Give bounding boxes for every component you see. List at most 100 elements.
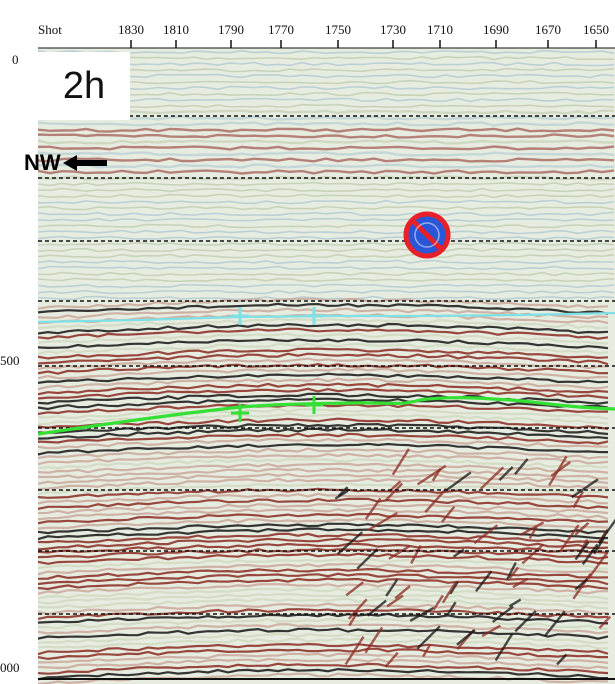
fault-segment bbox=[440, 505, 456, 523]
reflector-trace bbox=[38, 317, 609, 330]
reflector-trace bbox=[38, 121, 615, 127]
reflector-trace bbox=[38, 552, 609, 565]
pick-cross-marker bbox=[305, 307, 323, 325]
reflector-trace bbox=[38, 332, 609, 345]
fault-segment bbox=[598, 615, 612, 629]
reflector-trace bbox=[38, 437, 609, 450]
reflector-trace bbox=[38, 163, 615, 169]
reflector-trace bbox=[38, 467, 609, 480]
fault-segment bbox=[581, 543, 599, 566]
reflector-trace bbox=[38, 452, 609, 466]
reflector-trace bbox=[38, 337, 609, 350]
fault-segment bbox=[473, 524, 499, 545]
reflector-trace bbox=[38, 259, 614, 265]
reflector-trace bbox=[38, 229, 615, 235]
reflector-trace bbox=[38, 557, 608, 570]
fault-segment bbox=[391, 448, 410, 476]
reflector-trace bbox=[38, 482, 609, 496]
fault-segment bbox=[498, 466, 514, 482]
reflector-trace bbox=[38, 193, 615, 199]
fault-segment bbox=[367, 511, 398, 532]
reflector-trace bbox=[38, 477, 609, 491]
reflector-trace bbox=[38, 547, 609, 560]
reflector-trace bbox=[38, 507, 609, 521]
pick-cross-marker bbox=[231, 404, 249, 422]
fault-segment bbox=[598, 518, 615, 544]
reflector-trace bbox=[38, 432, 609, 445]
reflector-trace bbox=[38, 357, 609, 370]
reflector-trace bbox=[38, 487, 609, 499]
fault-segment bbox=[574, 541, 590, 561]
reflector-trace bbox=[38, 139, 615, 145]
reflector-trace bbox=[38, 522, 609, 535]
shot-tick-label: 1650 bbox=[583, 22, 609, 37]
fault-segment bbox=[571, 478, 599, 499]
fault-segment bbox=[432, 594, 444, 611]
upper-horizon-line bbox=[38, 311, 615, 324]
reflector-trace bbox=[38, 623, 609, 635]
reflector-trace bbox=[38, 387, 609, 400]
fault-segment bbox=[508, 598, 522, 608]
reflector-trace bbox=[38, 572, 609, 586]
reflector-trace bbox=[38, 667, 609, 681]
reflector-trace bbox=[38, 342, 609, 356]
reflector-trace bbox=[38, 447, 608, 460]
fault-segment bbox=[416, 625, 441, 650]
reflector-trace bbox=[38, 427, 609, 440]
no-entry-sign-icon bbox=[403, 211, 451, 259]
reflector-trace bbox=[38, 322, 609, 335]
direction-indicator: NW bbox=[24, 150, 107, 176]
reflector-trace bbox=[38, 632, 609, 645]
fault-segment bbox=[409, 606, 435, 622]
fault-segment bbox=[364, 626, 384, 654]
reflector-trace bbox=[38, 271, 615, 277]
reflector-trace bbox=[38, 458, 609, 470]
reflector-trace bbox=[38, 407, 609, 420]
reflector-trace bbox=[38, 472, 609, 485]
fault-segment bbox=[416, 464, 447, 486]
fault-segment bbox=[508, 566, 520, 579]
reflector-trace bbox=[38, 372, 609, 384]
shot-tick-label: 1790 bbox=[218, 22, 244, 37]
reflector-trace bbox=[38, 283, 615, 289]
fault-segment bbox=[559, 524, 580, 552]
reflector-trace bbox=[38, 577, 609, 591]
fault-segment bbox=[384, 482, 404, 502]
depth-tick-label: 000 bbox=[0, 660, 20, 675]
reflector-trace bbox=[38, 497, 609, 511]
fault-segment bbox=[385, 578, 399, 597]
reflector-trace bbox=[38, 307, 609, 320]
reflector-trace bbox=[38, 397, 609, 411]
reflector-trace bbox=[38, 347, 609, 360]
reflector-trace bbox=[38, 362, 609, 375]
fault-segment bbox=[345, 581, 364, 597]
reflector-trace bbox=[38, 587, 609, 600]
reflector-trace bbox=[38, 527, 609, 541]
pick-cross-marker bbox=[231, 307, 249, 325]
fault-segment bbox=[366, 599, 387, 617]
reflector-trace bbox=[38, 492, 609, 505]
reflector-trace bbox=[38, 145, 615, 151]
fault-segment bbox=[512, 577, 529, 589]
depth-tick-label: 0 bbox=[12, 52, 19, 67]
reflector-trace bbox=[38, 187, 615, 193]
panel-label: 2h bbox=[38, 52, 130, 120]
axis-tick-marks bbox=[130, 40, 597, 48]
reflector-trace bbox=[38, 412, 609, 426]
reflector-trace bbox=[38, 532, 609, 544]
fault-segment bbox=[479, 466, 505, 490]
reflector-trace bbox=[38, 133, 615, 139]
fault-segment bbox=[574, 521, 590, 536]
fault-segment bbox=[386, 594, 404, 608]
fault-segment bbox=[519, 521, 545, 537]
fault-segment bbox=[452, 548, 465, 558]
fault-segment bbox=[475, 570, 493, 593]
fault-segment bbox=[449, 580, 459, 595]
reflector-trace bbox=[38, 151, 615, 157]
reflector-trace bbox=[38, 642, 609, 656]
fault-segment bbox=[572, 573, 592, 600]
fault-segment bbox=[521, 543, 545, 565]
fault-segment bbox=[394, 584, 411, 600]
reflector-trace bbox=[38, 253, 615, 259]
